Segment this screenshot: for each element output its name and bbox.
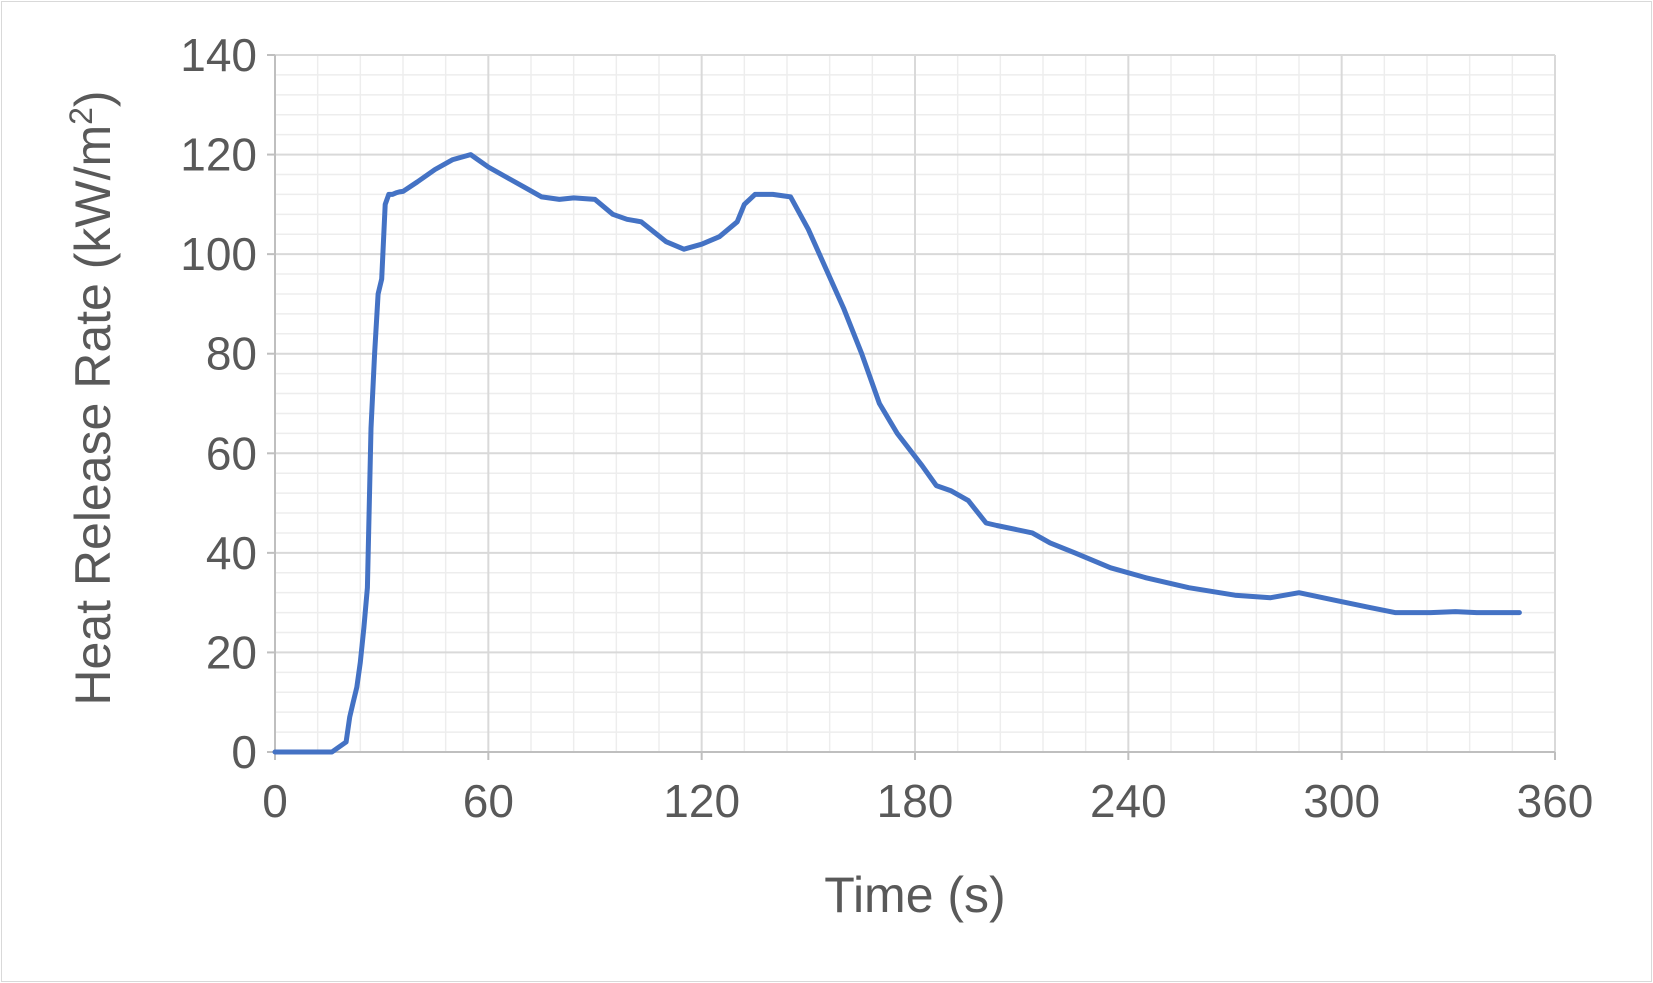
y-tick-label: 120 bbox=[180, 129, 257, 181]
y-tick-label: 20 bbox=[206, 626, 257, 678]
tick-labels: 0 60 120 180 240 300 360 0 20 40 60 80 100 120 140 bbox=[180, 29, 1593, 827]
x-axis-title: Time (s) bbox=[824, 867, 1005, 923]
x-tick-label: 0 bbox=[262, 775, 288, 827]
series-line bbox=[272, 152, 1522, 755]
y-tick-label: 100 bbox=[180, 228, 257, 280]
y-tick-label: 40 bbox=[206, 527, 257, 579]
y-axis-title: Heat Release Rate (kW/m2) bbox=[63, 90, 121, 705]
x-tick-label: 360 bbox=[1517, 775, 1594, 827]
x-tick-label: 60 bbox=[463, 775, 514, 827]
y-tick-label: 60 bbox=[206, 427, 257, 479]
major-gridlines bbox=[275, 54, 1556, 752]
y-axis-title-close: ) bbox=[65, 90, 121, 107]
y-tick-label: 0 bbox=[231, 726, 257, 778]
series-group bbox=[272, 152, 1522, 755]
y-tick-label: 80 bbox=[206, 328, 257, 380]
x-tick-label: 180 bbox=[877, 775, 954, 827]
x-tick-label: 300 bbox=[1303, 775, 1380, 827]
y-tick-label: 140 bbox=[180, 29, 257, 81]
y-axis-title-superscript: 2 bbox=[63, 107, 99, 125]
x-tick-label: 240 bbox=[1090, 775, 1167, 827]
x-tick-label: 120 bbox=[663, 775, 740, 827]
axes bbox=[267, 54, 1556, 760]
y-axis-title-main: Heat Release Rate (kW/m bbox=[65, 125, 121, 706]
